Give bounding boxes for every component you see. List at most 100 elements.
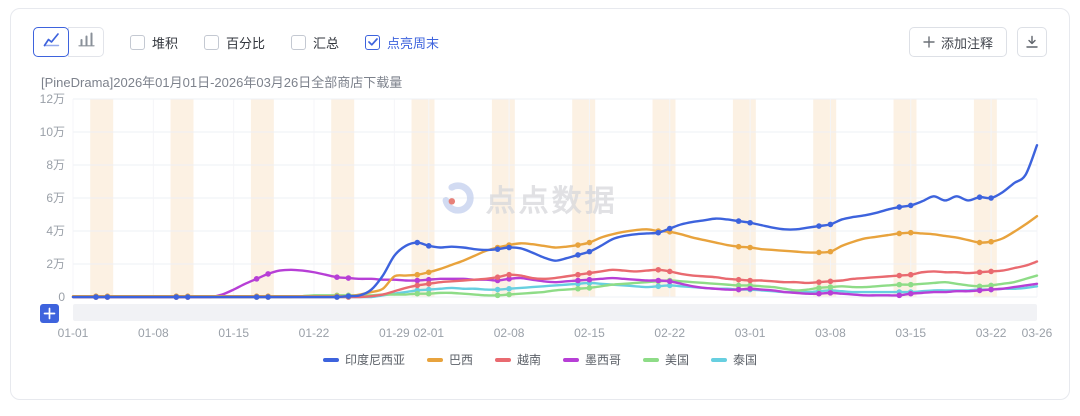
weekend-marker	[104, 294, 111, 300]
weekend-marker	[253, 276, 260, 282]
legend-item-0[interactable]: 印度尼西亚	[322, 351, 405, 368]
weekend-marker	[896, 230, 903, 237]
weekend-marker	[506, 291, 512, 298]
weekend-marker	[506, 285, 512, 292]
weekend-marker	[976, 269, 983, 276]
chart-type-switcher	[33, 27, 104, 57]
weekend-marker	[827, 278, 834, 285]
weekend-marker	[907, 202, 914, 209]
legend-swatch	[711, 357, 728, 362]
series-line	[71, 268, 1039, 299]
svg-text:02-22: 02-22	[654, 326, 685, 340]
svg-text:01-08: 01-08	[138, 326, 169, 340]
legend-label: 巴西	[448, 353, 473, 367]
svg-text:8万: 8万	[46, 158, 65, 172]
weekend-marker	[414, 282, 421, 289]
checkbox-highlight-weekend[interactable]: 点亮周末	[365, 33, 439, 52]
download-icon	[1026, 35, 1038, 48]
legend-item-2[interactable]: 越南	[494, 351, 541, 368]
legend-label: 墨西哥	[585, 353, 622, 367]
weekend-marker	[586, 276, 593, 283]
svg-text:01-29: 01-29	[379, 326, 410, 340]
weekend-marker	[907, 271, 914, 278]
legend-label: 泰国	[733, 353, 758, 367]
svg-text:6万: 6万	[46, 191, 65, 205]
legend-item-1[interactable]: 巴西	[426, 351, 473, 368]
weekend-marker	[494, 246, 501, 252]
weekend-marker	[747, 244, 753, 251]
weekend-marker	[414, 239, 421, 246]
add-annotation-button[interactable]: 添加注释	[908, 27, 1007, 57]
legend-item-5[interactable]: 泰国	[711, 351, 757, 368]
weekend-marker	[827, 221, 834, 228]
svg-text:10万: 10万	[40, 125, 65, 139]
check-icon	[367, 38, 378, 46]
bar-chart-type-button[interactable]	[68, 27, 104, 57]
weekend-marker	[827, 290, 834, 296]
svg-text:4万: 4万	[46, 224, 65, 238]
weekend-marker	[494, 274, 501, 280]
weekend-marker	[575, 252, 581, 258]
weekend-marker	[816, 285, 822, 291]
weekend-marker	[988, 238, 994, 245]
weekend-marker	[334, 274, 340, 280]
weekend-marker	[253, 294, 260, 300]
weekend-marker	[816, 279, 822, 285]
svg-text:03-01: 03-01	[735, 326, 766, 340]
svg-text:03-08: 03-08	[815, 326, 846, 340]
weekend-marker	[666, 278, 673, 285]
weekend-marker	[735, 282, 742, 289]
checkbox-box	[204, 34, 220, 50]
weekend-marker	[494, 286, 501, 293]
legend-item-4[interactable]: 美国	[643, 351, 689, 368]
legend-swatch	[426, 357, 443, 362]
svg-text:03-22: 03-22	[976, 326, 1007, 340]
legend-swatch	[494, 357, 511, 362]
checkbox-box	[130, 34, 145, 50]
svg-text:03-26: 03-26	[1022, 326, 1053, 340]
weekend-marker	[976, 287, 983, 294]
weekend-marker	[425, 290, 432, 297]
weekend-marker	[425, 269, 432, 276]
weekend-marker	[896, 292, 903, 299]
legend-item-3[interactable]: 墨西哥	[563, 351, 621, 368]
checkbox-summary[interactable]: 汇总	[291, 33, 339, 52]
weekend-marker	[575, 271, 581, 278]
weekend-marker	[988, 286, 994, 293]
download-button[interactable]	[1017, 27, 1047, 57]
weekend-marker	[494, 292, 501, 299]
data-zoom-strip[interactable]	[73, 304, 1037, 321]
weekend-marker	[666, 282, 673, 289]
legend-swatch	[643, 357, 660, 362]
weekend-marker	[976, 283, 983, 290]
checkbox-box	[291, 34, 307, 50]
weekend-marker	[988, 268, 994, 275]
weekend-marker	[586, 239, 593, 246]
chart-title: [PineDrama]2026年01月01日-2026年03月26日全部商店下载…	[41, 75, 403, 90]
weekend-marker	[173, 294, 180, 300]
weekend-marker	[827, 248, 834, 255]
weekend-marker	[976, 194, 983, 200]
weekend-marker	[414, 290, 421, 297]
weekend-marker	[655, 283, 662, 290]
weekend-marker	[988, 282, 994, 289]
line-chart-type-button[interactable]	[33, 27, 69, 57]
weekend-marker	[988, 195, 994, 201]
checkbox-stacked[interactable]: 堆积	[130, 33, 178, 52]
checkbox-percentage[interactable]: 百分比	[204, 33, 265, 52]
svg-text:01-22: 01-22	[299, 326, 330, 340]
weekend-marker	[735, 276, 742, 283]
weekend-marker	[345, 293, 352, 299]
svg-text:02-15: 02-15	[574, 326, 605, 340]
legend-label: 越南	[516, 353, 541, 367]
weekend-marker	[735, 218, 742, 224]
weekend-marker	[666, 268, 673, 275]
chart-toolbar: 堆积 百分比 汇总 点亮周末 添加注释	[33, 27, 1047, 57]
weekend-marker	[506, 276, 512, 282]
weekend-marker	[816, 223, 822, 229]
weekend-marker	[735, 243, 742, 250]
chart-legend: 印度尼西亚 巴西 越南 墨西哥 美国 泰国	[33, 351, 1047, 368]
weekend-marker	[655, 266, 662, 273]
svg-text:02-01: 02-01	[413, 326, 444, 340]
legend-swatch	[563, 357, 579, 362]
